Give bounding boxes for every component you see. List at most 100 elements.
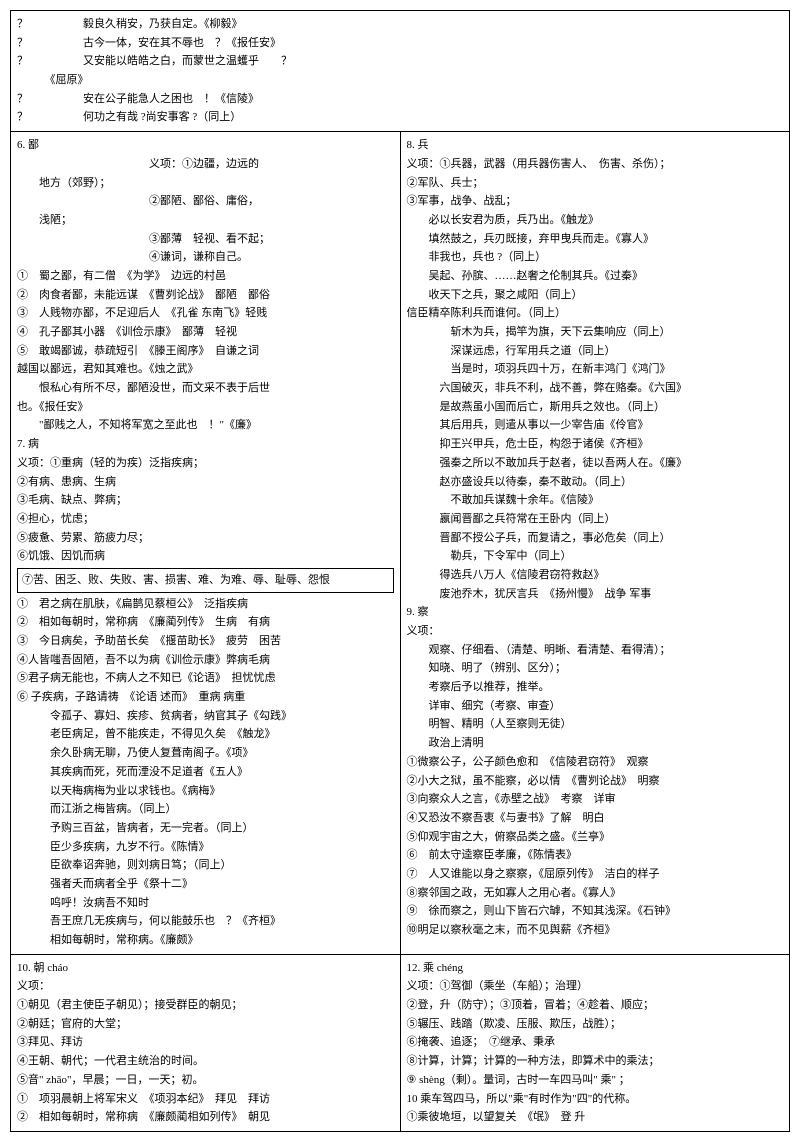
text-line: 余久卧病无聊，乃使人复葺南阁子。《项》: [17, 744, 394, 763]
text-line: ③ 今日病矣，予助苗长矣 《揠苗助长》 疲劳 困苦: [17, 632, 394, 651]
text-line: ⑨ 徐而察之，则山下皆石穴罅，不知其浅深。《石钟》: [407, 902, 784, 921]
col-right-2: 12. 乘 chéng 义项：①驾御（乘坐（车船）；治理） ②登，升（防守）；③…: [400, 954, 790, 1131]
text-line: 必以长安君为质，兵乃出。《触龙》: [407, 211, 784, 230]
text-line: 考察后予以推荐，推举。: [407, 678, 784, 697]
text-line: 强秦之所以不敢加兵于赵者，徒以吾两人在。《廉》: [407, 454, 784, 473]
text-line: 10 乘车驾四马，所以"乘"有时作为"四"的代称。: [407, 1090, 784, 1109]
text-line: ⑥ 前太守逵察臣孝廉，《陈情表》: [407, 846, 784, 865]
text-line: ？ 又安能以皓皓之白，而蒙世之温蠖乎 ？: [17, 52, 783, 71]
text-line: 也。《报任安》: [17, 398, 394, 417]
text-line: ⑩明足以察秋毫之末，而不见舆薪《齐桓》: [407, 921, 784, 940]
text-line: 恨私心有所不尽，鄙陋没世，而文采不表于后世: [17, 379, 394, 398]
text-line: ③毛病、缺点、弊病；: [17, 491, 394, 510]
text-line: ②有病、患病、生病: [17, 473, 394, 492]
text-line: ① 项羽晨朝上将军宋义 《项羽本纪》 拜见 拜访: [17, 1090, 394, 1109]
text-line: 当是时，项羽兵四十万，在新丰鸿门《鸿门》: [407, 360, 784, 379]
yixiang-label: 义项：: [407, 622, 784, 641]
text-line: 而江浙之梅皆病。（同上）: [17, 800, 394, 819]
text-line: 臣欲奉诏奔驰，则刘病日笃；（同上）: [17, 856, 394, 875]
text-line: 斩木为兵，揭竿为旗，天下云集响应（同上）: [407, 323, 784, 342]
text-line: ②鄙陋、鄙俗、庸俗，: [17, 192, 394, 211]
text-line: ⑨ shèng（剩）。量词，古时一车四马叫" 乘" ；: [407, 1071, 784, 1090]
text-line: 义项：: [17, 977, 394, 996]
section-title: 8. 兵: [407, 136, 784, 155]
text-line: ① 君之病在肌肤，《扁鹊见蔡桓公》 泛指疾病: [17, 595, 394, 614]
text-line: 呜呼！汝病吾不知时: [17, 894, 394, 913]
text-line: 以天梅病梅为业以求钱也。《病梅》: [17, 782, 394, 801]
text-line: 地方（郊野）；: [17, 174, 394, 193]
text-line: ②登，升（防守）；③顶着，冒着；④趁着、顺应；: [407, 996, 784, 1015]
section-title: 9. 察: [407, 603, 784, 622]
text-line: 老臣病足，曾不能疾走，不得见久矣 《触龙》: [17, 725, 394, 744]
text-line: 其后用兵，则遣从事以一少宰告庙《伶官》: [407, 416, 784, 435]
text-line: 知晓、明了（辨别、区分）；: [407, 659, 784, 678]
text-line: ⑥ 子疾病，子路请祷 《论语 述而》 重病 病重: [17, 688, 394, 707]
text-line: 义项：①兵器，武器（用兵器伤害人、 伤害、杀伤）；: [407, 155, 784, 174]
text-line: 非我也，兵也 ?（同上）: [407, 248, 784, 267]
text-line: ⑤仰观宇宙之大，俯察品类之盛。《兰亭》: [407, 828, 784, 847]
text-line: ③军事，战争、战乱；: [407, 192, 784, 211]
yixiang: 义项：①边疆，边远的: [17, 155, 394, 174]
text-line: ④谦词，谦称自己。: [17, 248, 394, 267]
text-line: ⑧察邻国之政，无如寡人之用心者。《寡人》: [407, 884, 784, 903]
text-line: 其疾病而死，死而湮没不足道者《五人》: [17, 763, 394, 782]
text-line: 抑王兴甲兵，危士臣，构怨于诸侯《齐桓》: [407, 435, 784, 454]
text-line: 越国以鄙远，君知其难也。《烛之武》: [17, 360, 394, 379]
text-line: 臣少多疾病，九岁不行。《陈情》: [17, 838, 394, 857]
text-line: 义项：①驾御（乘坐（车船）；治理）: [407, 977, 784, 996]
text-line: ② 肉食者鄙，未能远谋 《曹刿论战》 鄙陋 鄙俗: [17, 286, 394, 305]
text-line: 填然鼓之，兵刃既接，弃甲曳兵而走。《寡人》: [407, 230, 784, 249]
text-line: ⑥掩袭、追逐； ⑦继承、秉承: [407, 1033, 784, 1052]
col-left-2: 10. 朝 cháo 义项： ①朝见（君主使臣子朝见）；接受群臣的朝见； ②朝廷…: [11, 954, 401, 1131]
text-line: 赵亦盛设兵以待秦，秦不敢动。（同上）: [407, 473, 784, 492]
text-line: 废池乔木，犹厌言兵 《扬州慢》 战争 军事: [407, 585, 784, 604]
text-line: ② 相如每朝时，常称病 《廉蔺列传》 生病 有病: [17, 613, 394, 632]
text-line: ②小大之狱，虽不能察，必以情 《曹刿论战》 明察: [407, 772, 784, 791]
text-line: 深谋远虑，行军用兵之道（同上）: [407, 342, 784, 361]
text-line: ⑤君子病无能也，不病人之不知已《论语》 担忧忧虑: [17, 669, 394, 688]
text-line: ①乘彼垝垣，以望复关 《氓》 登 升: [407, 1108, 784, 1127]
text-line: 收天下之兵，聚之咸阳（同上）: [407, 286, 784, 305]
text-line: ④人皆嗤吾固陋，吾不以为病《训俭示康》弊病毛病: [17, 651, 394, 670]
section-title: 6. 鄙: [17, 136, 394, 155]
text-line: ④ 孔子鄙其小器 《训俭示康》 鄙薄 轻视: [17, 323, 394, 342]
text-line: 明智、精明（人至察则无徒）: [407, 715, 784, 734]
boxed-text: ⑦苦、困乏、败、失败、害、损害、难、为难、辱、耻辱、怨恨: [17, 568, 394, 593]
col-right-1: 8. 兵 义项：①兵器，武器（用兵器伤害人、 伤害、杀伤）； ②军队、兵士； ③…: [400, 132, 790, 955]
text-line: ③ 人贱物亦鄙，不足迎后人 《孔雀 东南飞》轻贱: [17, 304, 394, 323]
text-line: 不敢加兵谋魏十余年。《信陵》: [407, 491, 784, 510]
text-line: 《屈原》: [17, 71, 783, 90]
text-line: 政治上清明: [407, 734, 784, 753]
text-line: 信臣精卒陈利兵而谁何。（同上）: [407, 304, 784, 323]
text-line: 强者夭而病者全乎《祭十二》: [17, 875, 394, 894]
text-line: 是故燕虽小国而后亡，斯用兵之效也。（同上）: [407, 398, 784, 417]
section-title: 10. 朝 cháo: [17, 959, 394, 978]
text-line: ① 蜀之鄙，有二僧 《为学》 边远的村邑: [17, 267, 394, 286]
text-line: ？ 何功之有哉 ?尚安事客 ?（同上）: [17, 108, 783, 127]
text-line: ④又恐汝不察吾衷《与妻书》了解 明白: [407, 809, 784, 828]
text-line: ③拜见、拜访: [17, 1033, 394, 1052]
text-line: 义项：①重病（轻的为疾）泛指疾病；: [17, 454, 394, 473]
text-line: 浅陋；: [17, 211, 394, 230]
text-line: ⑥饥饿、因饥而病: [17, 547, 394, 566]
text-line: ？ 古今一体，安在其不辱也 ？《报任安》: [17, 34, 783, 53]
text-line: 令孤子、寡妇、疾疹、贫病者，纳官其子《勾践》: [17, 707, 394, 726]
text-line: 得选兵八万人《信陵君窃符救赵》: [407, 566, 784, 585]
section-title: 12. 乘 chéng: [407, 959, 784, 978]
text-line: ③向察众人之言，《赤壁之战》 考察 详审: [407, 790, 784, 809]
text-line: ② 相如每朝时，常称病 《廉颇蔺相如列传》 朝见: [17, 1108, 394, 1127]
text-line: 相如每朝时，常称病。《廉颇》: [17, 931, 394, 950]
text-line: ⑤疲惫、劳累、筋疲力尽；: [17, 529, 394, 548]
top-section: ？ 毅良久稍安，乃获自定。《柳毅》 ？ 古今一体，安在其不辱也 ？《报任安》 ？…: [11, 11, 790, 132]
section-title: 7. 病: [17, 435, 394, 454]
text-line: 予购三百盆，皆病者，无一完者。（同上）: [17, 819, 394, 838]
text-line: ①朝见（君主使臣子朝见）；接受群臣的朝见；: [17, 996, 394, 1015]
text-line: 观察、仔细看、（清楚、明晰、看清楚、看得清）；: [407, 641, 784, 660]
text-line: ②朝廷；官府的大堂；: [17, 1015, 394, 1034]
text-line: 嬴闻晋鄙之兵符常在王卧内（同上）: [407, 510, 784, 529]
text-line: ③鄙薄 轻视、看不起；: [17, 230, 394, 249]
text-line: ⑧计算，计算；计算的一种方法，即算术中的乘法；: [407, 1052, 784, 1071]
text-line: ④王朝、朝代；一代君主统治的时间。: [17, 1052, 394, 1071]
text-line: 吾王庶几无疾病与，何以能鼓乐也 ？《齐桓》: [17, 912, 394, 931]
text-line: ①微察公子，公子颜色愈和 《信陵君窃符》 观察: [407, 753, 784, 772]
